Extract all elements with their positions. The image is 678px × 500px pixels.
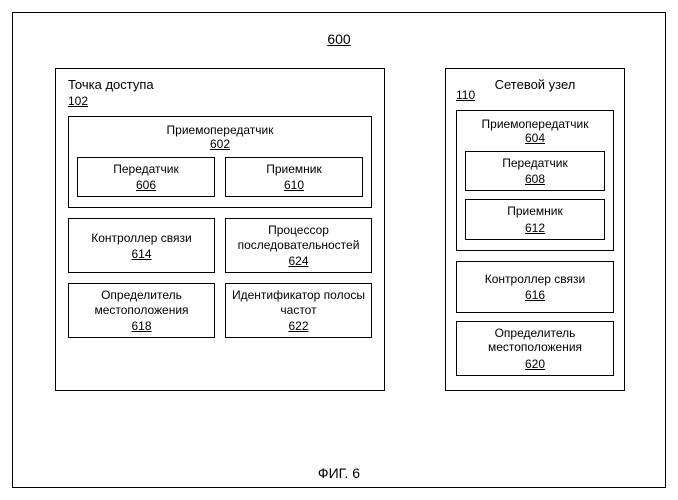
node-transmitter-box: Передатчик 608 [465, 151, 605, 191]
access-point-ref: 102 [68, 94, 372, 108]
ap-seq-processor-title: Процессор последовательностей [230, 223, 367, 252]
ap-receiver-ref: 610 [230, 178, 358, 192]
ap-locator-ref: 618 [73, 319, 210, 333]
ap-freq-id-ref: 622 [230, 319, 367, 333]
access-point-box: Точка доступа 102 Приемопередатчик 602 П… [55, 68, 385, 391]
ap-row-2: Контроллер связи 614 Процессор последова… [68, 218, 372, 273]
node-receiver-title: Приемник [470, 204, 600, 218]
node-transceiver-box: Приемопередатчик 604 Передатчик 608 Прие… [456, 110, 614, 251]
node-comm-controller-box: Контроллер связи 616 [456, 261, 614, 313]
ap-transceiver-box: Приемопередатчик 602 Передатчик 606 Прие… [68, 116, 372, 208]
ap-transceiver-title: Приемопередатчик [77, 123, 363, 137]
ap-receiver-title: Приемник [230, 162, 358, 176]
node-locator-title: Определитель местоположения [461, 326, 609, 355]
ap-freq-id-title: Идентификатор полосы частот [230, 288, 367, 317]
node-transceiver-title: Приемопередатчик [465, 117, 605, 131]
ap-transmitter-ref: 606 [82, 178, 210, 192]
node-comm-controller-ref: 616 [461, 288, 609, 302]
ap-seq-processor-ref: 624 [230, 254, 367, 268]
figure-caption: ФИГ. 6 [13, 465, 665, 481]
node-receiver-ref: 612 [470, 221, 600, 235]
ap-comm-controller-title: Контроллер связи [73, 231, 210, 245]
node-receiver-box: Приемник 612 [465, 199, 605, 239]
ap-transmitter-box: Передатчик 606 [77, 157, 215, 197]
node-transceiver-stack: Передатчик 608 Приемник 612 [465, 151, 605, 240]
ap-comm-controller-ref: 614 [73, 247, 210, 261]
ap-receiver-box: Приемник 610 [225, 157, 363, 197]
access-point-title: Точка доступа [68, 77, 372, 92]
node-comm-controller-title: Контроллер связи [461, 272, 609, 286]
ap-locator-title: Определитель местоположения [73, 288, 210, 317]
ap-transceiver-row: Передатчик 606 Приемник 610 [77, 157, 363, 197]
ap-freq-id-box: Идентификатор полосы частот 622 [225, 283, 372, 338]
ap-seq-processor-box: Процессор последовательностей 624 [225, 218, 372, 273]
diagram-content: Точка доступа 102 Приемопередатчик 602 П… [13, 68, 667, 391]
node-transmitter-ref: 608 [470, 172, 600, 186]
ap-comm-controller-box: Контроллер связи 614 [68, 218, 215, 273]
ap-transceiver-ref: 602 [77, 137, 363, 151]
network-node-box: Сетевой узел 110 Приемопередатчик 604 Пе… [445, 68, 625, 391]
figure-frame: 600 Точка доступа 102 Приемопередатчик 6… [12, 12, 666, 488]
node-locator-box: Определитель местоположения 620 [456, 321, 614, 376]
node-transceiver-ref: 604 [465, 131, 605, 145]
node-transmitter-title: Передатчик [470, 156, 600, 170]
figure-number: 600 [13, 31, 665, 47]
ap-row-3: Определитель местоположения 618 Идентифи… [68, 283, 372, 338]
node-locator-ref: 620 [461, 357, 609, 371]
ap-transmitter-title: Передатчик [82, 162, 210, 176]
ap-locator-box: Определитель местоположения 618 [68, 283, 215, 338]
